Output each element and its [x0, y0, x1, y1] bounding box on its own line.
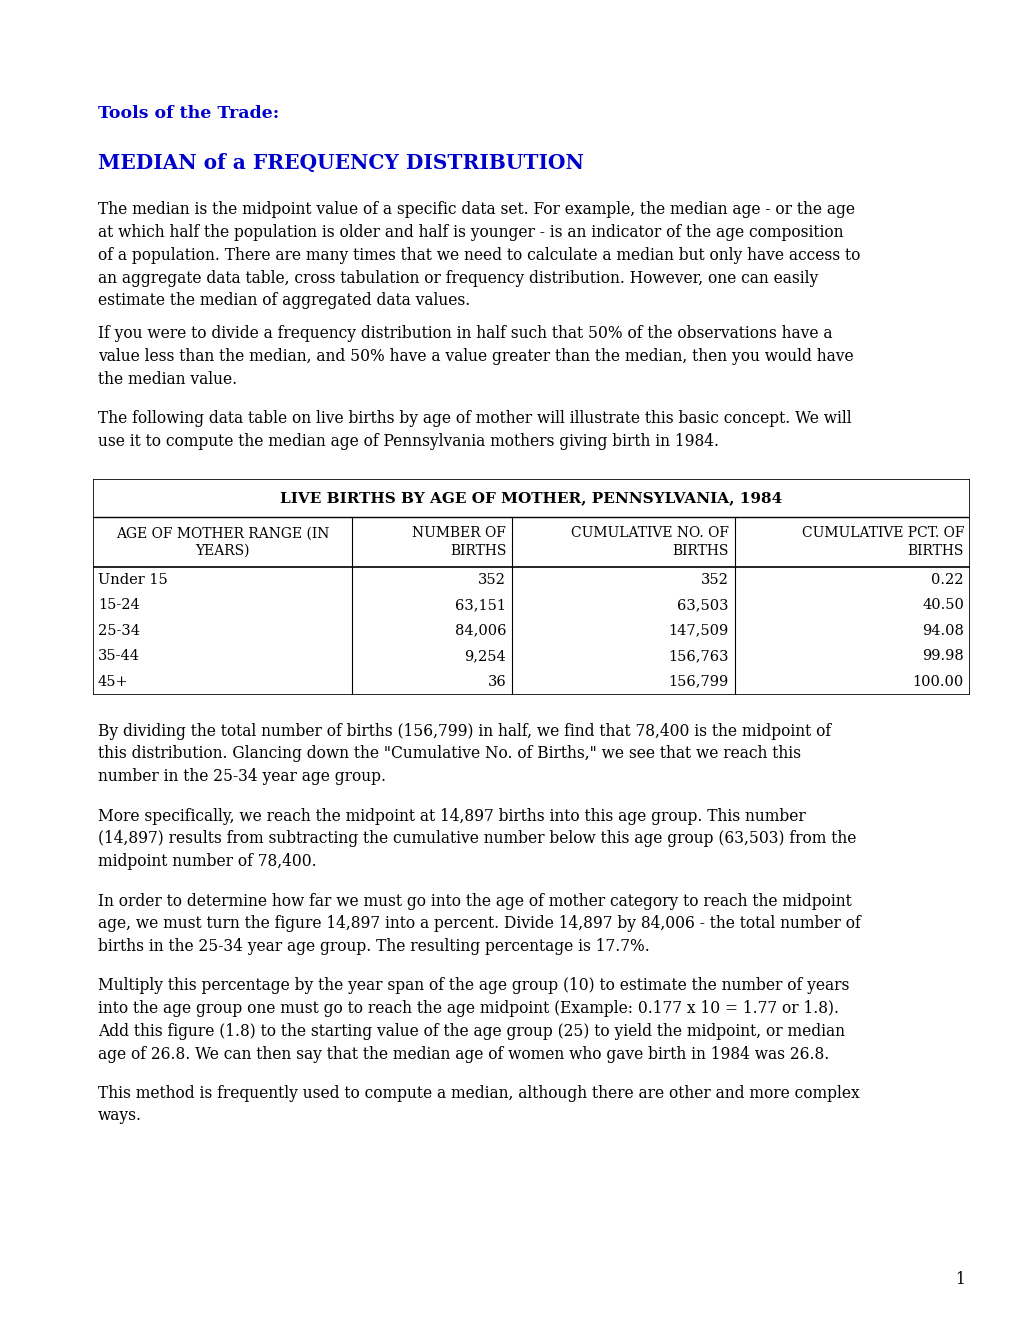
Text: 156,799: 156,799 [668, 675, 729, 689]
Text: 100.00: 100.00 [912, 675, 963, 689]
Text: The following data table on live births by age of mother will illustrate this ba: The following data table on live births … [98, 411, 851, 450]
Text: 156,763: 156,763 [667, 649, 729, 663]
Text: Under 15: Under 15 [98, 573, 167, 587]
Text: 63,151: 63,151 [454, 598, 505, 612]
Text: 45+: 45+ [98, 675, 128, 689]
Text: If you were to divide a frequency distribution in half such that 50% of the obse: If you were to divide a frequency distri… [98, 325, 853, 388]
Text: By dividing the total number of births (156,799) in half, we find that 78,400 is: By dividing the total number of births (… [98, 722, 830, 785]
Text: CUMULATIVE NO. OF
BIRTHS: CUMULATIVE NO. OF BIRTHS [571, 527, 729, 557]
Text: 352: 352 [700, 573, 729, 587]
Text: The median is the midpoint value of a specific data set. For example, the median: The median is the midpoint value of a sp… [98, 201, 860, 309]
Text: NUMBER OF
BIRTHS: NUMBER OF BIRTHS [412, 527, 505, 557]
Text: 99.98: 99.98 [921, 649, 963, 663]
Text: 0.22: 0.22 [930, 573, 963, 587]
Text: Tools of the Trade:: Tools of the Trade: [98, 106, 279, 121]
Text: 1: 1 [955, 1271, 964, 1288]
Text: 25-34: 25-34 [98, 624, 140, 638]
Text: AGE OF MOTHER RANGE (IN
YEARS): AGE OF MOTHER RANGE (IN YEARS) [115, 527, 329, 557]
Text: 84,006: 84,006 [454, 624, 505, 638]
Text: 9,254: 9,254 [464, 649, 505, 663]
Text: 147,509: 147,509 [668, 624, 729, 638]
Text: This method is frequently used to compute a median, although there are other and: This method is frequently used to comput… [98, 1085, 859, 1125]
Text: CUMULATIVE PCT. OF
BIRTHS: CUMULATIVE PCT. OF BIRTHS [801, 527, 963, 557]
Text: Multiply this percentage by the year span of the age group (10) to estimate the : Multiply this percentage by the year spa… [98, 978, 849, 1063]
Text: 352: 352 [478, 573, 505, 587]
Text: 63,503: 63,503 [677, 598, 729, 612]
Text: More specifically, we reach the midpoint at 14,897 births into this age group. T: More specifically, we reach the midpoint… [98, 808, 856, 870]
Text: 94.08: 94.08 [921, 624, 963, 638]
Text: 36: 36 [487, 675, 505, 689]
Text: MEDIAN of a FREQUENCY DISTRIBUTION: MEDIAN of a FREQUENCY DISTRIBUTION [98, 153, 583, 173]
Text: 40.50: 40.50 [921, 598, 963, 612]
Text: In order to determine how far we must go into the age of mother category to reac: In order to determine how far we must go… [98, 892, 860, 956]
Text: 35-44: 35-44 [98, 649, 140, 663]
Text: 15-24: 15-24 [98, 598, 140, 612]
Text: LIVE BIRTHS BY AGE OF MOTHER, PENNSYLVANIA, 1984: LIVE BIRTHS BY AGE OF MOTHER, PENNSYLVAN… [280, 491, 782, 506]
